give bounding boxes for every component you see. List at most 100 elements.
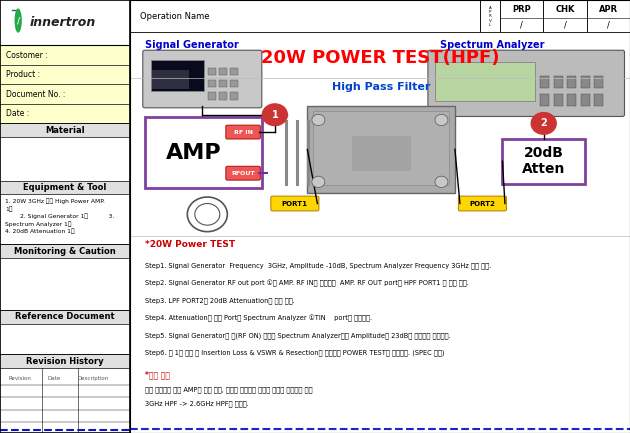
Circle shape	[435, 176, 448, 187]
Bar	[352, 136, 411, 171]
Text: CHK: CHK	[555, 5, 575, 13]
Bar	[208, 80, 216, 87]
Bar	[435, 62, 535, 101]
Bar	[587, 0, 630, 32]
Bar	[208, 92, 216, 100]
FancyBboxPatch shape	[226, 166, 260, 180]
Bar	[208, 68, 216, 75]
Text: AMP: AMP	[166, 142, 222, 163]
Text: Step4. Attenuation의 나머 Port를 Spectrum Analyzer ①TIN    port에 연결한다.: Step4. Attenuation의 나머 Port를 Spectrum An…	[145, 315, 372, 322]
Text: High Pass Filter: High Pass Filter	[332, 82, 430, 92]
Bar	[151, 60, 203, 91]
Text: *주의 사항: *주의 사항	[145, 370, 170, 379]
Bar	[567, 76, 576, 88]
FancyBboxPatch shape	[459, 196, 507, 211]
Text: Step6. 약 1분 경과 후 Insertion Loss & VSWR & Resection을 측정하여 POWER TEST에 기록한다. (SPEC: Step6. 약 1분 경과 후 Insertion Loss & VSWR &…	[145, 349, 444, 356]
Text: Operation Name: Operation Name	[140, 12, 209, 21]
Text: innertron: innertron	[29, 16, 95, 29]
Bar	[540, 94, 549, 106]
Text: 3GHz HPF -> 2.6GHz HPF로 대체함.: 3GHz HPF -> 2.6GHz HPF로 대체함.	[145, 401, 249, 407]
Text: /: /	[607, 21, 610, 30]
Text: *20W Power TEST: *20W Power TEST	[145, 240, 235, 249]
Text: PRP: PRP	[512, 5, 531, 13]
Text: Document No. :: Document No. :	[6, 90, 66, 99]
Bar	[0, 84, 130, 104]
Text: APR: APR	[598, 5, 618, 13]
Text: PORT1: PORT1	[282, 200, 308, 207]
Circle shape	[312, 176, 325, 187]
Text: PORT2: PORT2	[469, 200, 495, 207]
Bar	[219, 68, 227, 75]
Text: Costomer :: Costomer :	[6, 51, 49, 60]
Text: /: /	[16, 16, 20, 25]
FancyBboxPatch shape	[428, 50, 624, 116]
Bar	[0, 45, 130, 65]
Bar	[581, 76, 590, 88]
Text: /: /	[563, 21, 566, 30]
Bar	[230, 80, 238, 87]
Bar	[554, 76, 563, 88]
Bar	[567, 94, 576, 106]
Text: Signal Generator: Signal Generator	[145, 40, 239, 50]
Text: Step3. LPF PORT2를 20dB Attenuation에 연결 한다.: Step3. LPF PORT2를 20dB Attenuation에 연결 한…	[145, 297, 295, 304]
Text: Product :: Product :	[6, 70, 40, 79]
Text: RFOUT: RFOUT	[231, 171, 255, 176]
Text: Date: Date	[48, 376, 61, 381]
Text: Spectrum Analyzer: Spectrum Analyzer	[440, 40, 544, 50]
Bar	[594, 94, 603, 106]
Bar	[219, 92, 227, 100]
Bar	[500, 0, 543, 32]
Bar	[543, 0, 587, 32]
Bar	[0, 310, 130, 324]
Circle shape	[435, 114, 448, 126]
Text: Material: Material	[45, 126, 84, 135]
Text: Description: Description	[78, 376, 109, 381]
Text: 해당 주파수로 맞는 AMP가 없는 경우, 동일한 조건에서 주파수 대역만 변경하여 측정: 해당 주파수로 맞는 AMP가 없는 경우, 동일한 조건에서 주파수 대역만 …	[145, 387, 312, 393]
Text: 1. 20W 3GHz 이상 High Power AMP.
1대
        2. Signal Generator 1대           3.
Sp: 1. 20W 3GHz 이상 High Power AMP. 1대 2. Sig…	[5, 199, 115, 234]
Text: Date :: Date :	[6, 109, 30, 118]
Text: Revision History: Revision History	[26, 357, 104, 365]
Text: Reference Document: Reference Document	[15, 313, 115, 321]
Bar	[0, 104, 130, 123]
Bar	[503, 139, 585, 184]
Bar	[594, 76, 603, 88]
Text: 2: 2	[541, 118, 547, 129]
Bar	[313, 111, 449, 185]
Bar	[0, 65, 130, 84]
Circle shape	[531, 113, 556, 134]
Bar	[145, 117, 262, 188]
Bar	[230, 92, 238, 100]
Bar	[0, 354, 130, 368]
Text: Step2. Signal Generator RF out port ①를 AMP. RF IN에 연결하고  AMP. RF OUT port를 HPF P: Step2. Signal Generator RF out port ①를 A…	[145, 280, 469, 288]
Text: Monitoring & Caution: Monitoring & Caution	[14, 247, 116, 255]
Bar	[307, 106, 455, 193]
Text: Equipment & Tool: Equipment & Tool	[23, 183, 106, 192]
Bar	[0, 0, 130, 45]
Bar	[130, 0, 480, 32]
Text: 1: 1	[272, 110, 278, 120]
Text: Step5. Signal Generator를 켜(RF ON) 시키고 Spectrum Analyzer에서 Amplitude가 23dB가 나오는지 : Step5. Signal Generator를 켜(RF ON) 시키고 Sp…	[145, 332, 450, 339]
Bar	[219, 80, 227, 87]
Bar	[0, 181, 130, 194]
Circle shape	[262, 104, 287, 126]
Bar	[480, 0, 500, 32]
Text: /: /	[520, 21, 523, 30]
Text: 20W POWER TEST(HPF): 20W POWER TEST(HPF)	[261, 49, 499, 68]
Bar	[152, 71, 190, 89]
FancyBboxPatch shape	[143, 50, 262, 108]
Circle shape	[14, 8, 22, 33]
Text: A
P
R
V
L: A P R V L	[488, 6, 491, 27]
FancyBboxPatch shape	[271, 196, 319, 211]
Bar	[0, 123, 130, 137]
Text: 20dB
Atten: 20dB Atten	[522, 146, 565, 176]
Text: Step1. Signal Generator  Frequency  3GHz, Amplitude -10dB, Spectrum Analyzer Fre: Step1. Signal Generator Frequency 3GHz, …	[145, 263, 491, 269]
Text: RF IN: RF IN	[234, 129, 253, 135]
Circle shape	[312, 114, 325, 126]
Bar	[554, 94, 563, 106]
Bar	[540, 76, 549, 88]
Bar	[0, 244, 130, 258]
Text: Revision: Revision	[8, 376, 31, 381]
Bar	[230, 68, 238, 75]
Bar	[581, 94, 590, 106]
FancyBboxPatch shape	[226, 125, 260, 139]
